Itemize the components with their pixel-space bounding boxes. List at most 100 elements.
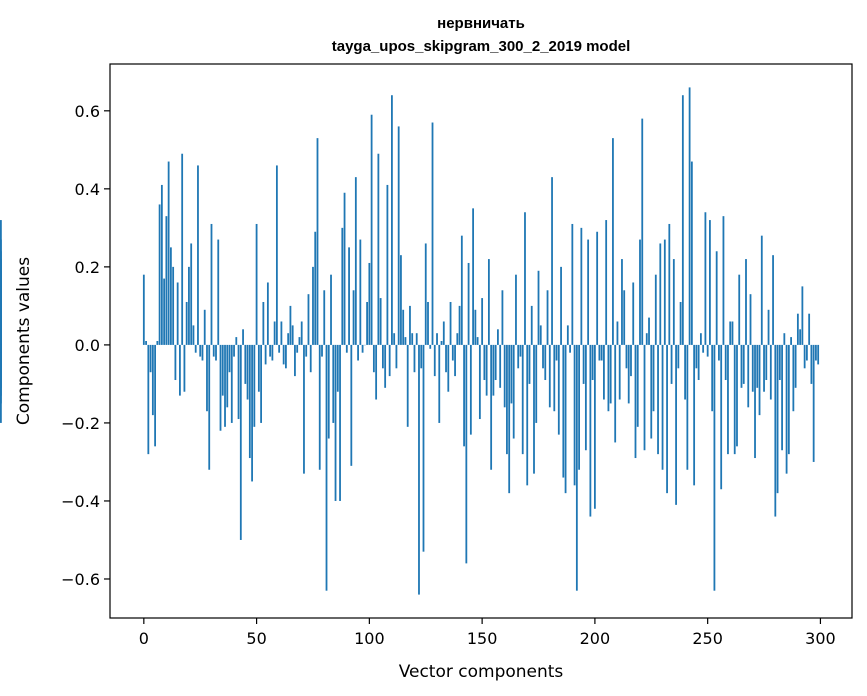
bar-175 [537, 270, 540, 345]
bar-47 [248, 344, 251, 459]
bar-29 [208, 344, 211, 470]
bar-117 [406, 344, 409, 427]
x-tick-label: 250 [692, 629, 723, 648]
bar-273 [758, 344, 761, 416]
bar-288 [792, 344, 795, 412]
bar-262 [733, 344, 736, 455]
bar-102 [372, 344, 375, 373]
bar-131 [438, 344, 441, 423]
bar-46 [246, 344, 249, 400]
bar-198 [589, 344, 592, 517]
bar-39 [230, 344, 233, 423]
bar-274 [760, 235, 763, 345]
bar-168 [521, 344, 524, 455]
bar-118 [409, 305, 411, 345]
bar-41 [235, 337, 238, 345]
y-tick-label: −0.4 [61, 492, 100, 511]
bar-134 [445, 344, 447, 373]
bar-142 [463, 344, 465, 447]
bar-106 [381, 344, 384, 369]
bar-42 [237, 344, 240, 420]
bar-253 [713, 344, 716, 591]
bar-21 [190, 243, 193, 345]
bar-90 [345, 344, 348, 353]
bar-162 [508, 344, 511, 494]
bar-54 [264, 344, 267, 365]
bar-81 [325, 344, 328, 591]
bar-221 [641, 118, 644, 345]
bar-139 [456, 333, 459, 345]
bar-27 [203, 309, 206, 345]
bar-76 [314, 231, 317, 345]
bar-144 [467, 262, 470, 345]
bar-169 [524, 212, 526, 345]
bar-223 [645, 333, 648, 345]
bar-104 [377, 153, 380, 345]
bar-276 [765, 344, 768, 381]
bar-235 [672, 259, 675, 345]
bar-119 [411, 333, 414, 345]
bar-38 [228, 344, 231, 373]
bar-237 [677, 344, 680, 369]
bar-255 [718, 344, 720, 361]
bar-166 [517, 344, 520, 369]
x-axis-label: Vector components [399, 662, 564, 682]
bar-289 [794, 344, 797, 388]
plot-frame [109, 63, 853, 619]
bar-15 [176, 282, 179, 345]
bar-286 [787, 344, 790, 455]
bar-186 [562, 344, 565, 478]
bar-105 [379, 298, 382, 345]
bar-239 [681, 95, 684, 345]
bar-158 [499, 344, 502, 388]
bar-50 [255, 223, 258, 345]
bar-96 [359, 239, 362, 345]
bar-103 [375, 344, 378, 400]
bar-182 [553, 344, 556, 412]
bar-13 [172, 266, 175, 345]
y-tick-label: 0.4 [75, 180, 100, 199]
bar-172 [530, 305, 533, 345]
bar-238 [679, 301, 682, 345]
bar-225 [650, 344, 653, 439]
x-tick-label: 150 [467, 629, 498, 648]
bar-280 [774, 344, 777, 517]
bar-287 [790, 337, 792, 345]
bar-294 [805, 344, 808, 361]
bar-199 [591, 344, 594, 381]
bar-163 [510, 344, 513, 404]
bar-188 [566, 325, 569, 345]
bar-143 [465, 344, 468, 564]
bar-152 [485, 344, 488, 396]
bar-125 [424, 243, 427, 345]
bar-111 [393, 333, 396, 345]
bar-57 [271, 344, 274, 361]
bar-292 [801, 286, 804, 345]
bar-151 [483, 344, 486, 381]
bar-298 [815, 344, 817, 361]
bar-296 [810, 344, 813, 384]
x-axis-ticks: 0 50 100 150 200 250 300 [139, 618, 836, 648]
bar-148 [476, 337, 479, 345]
bar-53 [262, 301, 265, 345]
bar-268 [747, 344, 750, 408]
bar-124 [422, 344, 425, 552]
bar-224 [648, 317, 650, 345]
bar-197 [587, 239, 590, 345]
bar-133 [442, 321, 445, 345]
bar-129 [433, 344, 436, 377]
bar-155 [492, 344, 495, 396]
bar-283 [781, 344, 783, 451]
bar-undefined [0, 220, 2, 345]
bar-70 [300, 321, 303, 345]
chart-subtitle: tayga_upos_skipgram_300_2_2019 model [332, 38, 631, 55]
bar-252 [711, 344, 714, 412]
bar-210 [616, 321, 619, 345]
bar-20 [188, 266, 190, 345]
bar-97 [361, 344, 364, 353]
bar-278 [769, 344, 772, 400]
bar-9 [163, 278, 166, 345]
bar-216 [630, 344, 632, 377]
bar-1 [145, 341, 147, 345]
bar-257 [722, 216, 725, 345]
